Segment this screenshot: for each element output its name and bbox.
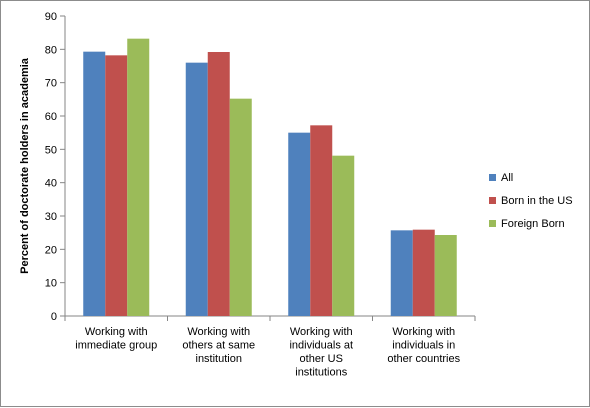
y-tick-label: 90 xyxy=(45,11,57,23)
legend-swatch xyxy=(489,174,496,181)
y-tick-label: 0 xyxy=(51,311,57,323)
y-tick-label: 10 xyxy=(45,278,57,290)
bar-born-in-the-us xyxy=(207,52,230,316)
y-tick-label: 40 xyxy=(45,178,57,190)
y-tick-label: 60 xyxy=(45,111,57,123)
x-category-label: Working with individuals in other countrie… xyxy=(387,326,460,365)
legend-swatch xyxy=(489,197,496,204)
y-tick-label: 30 xyxy=(45,211,57,223)
legend-swatch xyxy=(489,220,496,227)
y-tick-label: 50 xyxy=(45,144,57,156)
legend-label: Foreign Born xyxy=(501,218,565,230)
bar-born-in-the-us xyxy=(310,125,333,316)
bar-all xyxy=(390,230,413,316)
bar-all xyxy=(185,62,208,316)
y-tick-label: 70 xyxy=(45,78,57,90)
bar-foreign-born xyxy=(229,98,252,317)
x-category-label: Working with immediate group xyxy=(75,326,157,352)
bar-foreign-born xyxy=(332,155,355,316)
bar-born-in-the-us xyxy=(105,55,128,316)
bar-all xyxy=(83,51,106,317)
x-category-label: Working with individuals at other US instit… xyxy=(289,326,353,379)
y-tick-label: 80 xyxy=(45,44,57,56)
bar-born-in-the-us xyxy=(412,229,435,316)
legend-label: All xyxy=(501,172,513,184)
x-category-label: Working with others at same institution xyxy=(182,326,255,365)
bar-foreign-born xyxy=(127,38,150,317)
bar-all xyxy=(288,132,311,316)
y-tick-label: 20 xyxy=(45,244,57,256)
bar-foreign-born xyxy=(434,235,457,316)
y-axis-title: Percent of doctorate holders in academia xyxy=(19,57,31,274)
legend-label: Born in the US xyxy=(501,195,573,207)
